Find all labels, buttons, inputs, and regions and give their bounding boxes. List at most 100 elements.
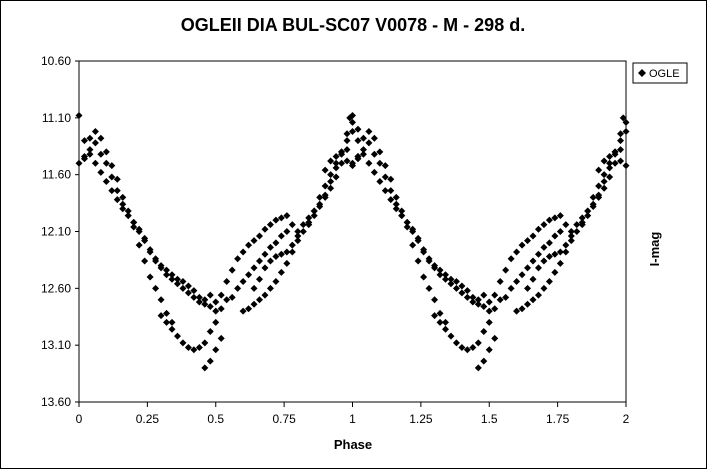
data-point bbox=[529, 257, 537, 265]
data-point bbox=[201, 364, 209, 372]
data-point bbox=[409, 241, 417, 249]
data-point bbox=[261, 225, 269, 233]
data-point bbox=[212, 346, 220, 354]
data-point bbox=[431, 312, 439, 320]
data-point bbox=[562, 241, 570, 249]
data-point bbox=[513, 278, 521, 286]
y-axis-title: I-mag bbox=[647, 232, 662, 267]
data-point bbox=[217, 334, 225, 342]
x-tick-label: 1 bbox=[349, 412, 356, 426]
legend: OGLE bbox=[632, 62, 688, 84]
data-point bbox=[327, 184, 335, 192]
data-point bbox=[365, 139, 373, 147]
data-point bbox=[294, 232, 302, 240]
data-point bbox=[578, 214, 586, 222]
data-point bbox=[108, 162, 116, 170]
data-point bbox=[124, 207, 132, 215]
data-point bbox=[346, 114, 354, 122]
data-point bbox=[288, 248, 296, 256]
data-points bbox=[75, 112, 630, 372]
data-point bbox=[622, 127, 630, 135]
data-point bbox=[447, 332, 455, 340]
data-point bbox=[458, 289, 466, 297]
data-point bbox=[447, 280, 455, 288]
data-point bbox=[480, 303, 488, 311]
data-point bbox=[338, 150, 346, 158]
data-point bbox=[228, 266, 236, 274]
data-point bbox=[398, 207, 406, 215]
data-point bbox=[507, 255, 515, 263]
data-point bbox=[135, 225, 143, 233]
data-point bbox=[327, 171, 335, 179]
data-point bbox=[256, 275, 264, 283]
data-point bbox=[376, 177, 384, 185]
y-tick-label: 11.10 bbox=[42, 111, 71, 125]
data-point bbox=[359, 134, 367, 142]
data-point bbox=[452, 339, 460, 347]
data-point bbox=[365, 159, 373, 167]
data-point bbox=[619, 114, 627, 122]
data-point bbox=[288, 241, 296, 249]
data-point bbox=[474, 296, 482, 304]
data-point bbox=[474, 300, 482, 308]
data-point bbox=[124, 212, 132, 220]
data-point bbox=[179, 278, 187, 286]
data-point bbox=[502, 293, 510, 301]
data-point bbox=[195, 343, 203, 351]
data-point bbox=[113, 187, 121, 195]
data-point bbox=[146, 273, 154, 281]
y-tick-label: 10.60 bbox=[41, 54, 71, 68]
data-point bbox=[294, 228, 302, 235]
data-point bbox=[370, 150, 378, 158]
data-point bbox=[600, 171, 608, 179]
data-point bbox=[414, 234, 422, 242]
data-point bbox=[611, 159, 619, 167]
data-point bbox=[617, 137, 625, 145]
data-point bbox=[305, 218, 313, 226]
data-point bbox=[556, 228, 564, 235]
data-point bbox=[223, 278, 231, 286]
data-point bbox=[234, 255, 242, 263]
data-point bbox=[622, 162, 630, 170]
data-point bbox=[277, 214, 285, 222]
data-point bbox=[173, 332, 181, 340]
data-point bbox=[283, 212, 291, 220]
data-point bbox=[409, 225, 417, 233]
data-point bbox=[485, 318, 493, 326]
data-point bbox=[349, 127, 356, 135]
data-point bbox=[228, 293, 236, 301]
data-point bbox=[179, 339, 187, 347]
data-point bbox=[86, 150, 94, 158]
data-point bbox=[436, 318, 444, 326]
data-point bbox=[283, 259, 291, 267]
x-tick-label: 1.5 bbox=[481, 412, 498, 426]
data-point bbox=[491, 305, 499, 313]
data-point bbox=[108, 187, 116, 195]
data-point bbox=[195, 293, 203, 301]
data-point bbox=[398, 212, 406, 220]
data-point bbox=[441, 275, 449, 283]
data-point bbox=[458, 282, 466, 290]
data-point bbox=[157, 296, 165, 304]
data-point bbox=[206, 291, 214, 299]
data-point bbox=[130, 218, 138, 226]
data-point bbox=[540, 243, 548, 251]
data-point bbox=[485, 346, 493, 354]
data-point bbox=[239, 278, 247, 286]
data-point bbox=[420, 273, 428, 281]
legend-label: OGLE bbox=[649, 68, 680, 80]
y-tick-label: 12.10 bbox=[41, 225, 71, 239]
data-point bbox=[518, 271, 526, 279]
data-point bbox=[600, 157, 608, 165]
data-point bbox=[332, 173, 340, 181]
data-point bbox=[381, 187, 389, 195]
data-point bbox=[102, 159, 110, 167]
data-point bbox=[266, 284, 274, 292]
data-point bbox=[119, 200, 127, 208]
data-point bbox=[80, 155, 88, 163]
data-point bbox=[266, 221, 274, 229]
data-point bbox=[387, 187, 395, 195]
data-point bbox=[146, 246, 154, 254]
data-point bbox=[518, 241, 526, 249]
data-point bbox=[403, 223, 411, 231]
